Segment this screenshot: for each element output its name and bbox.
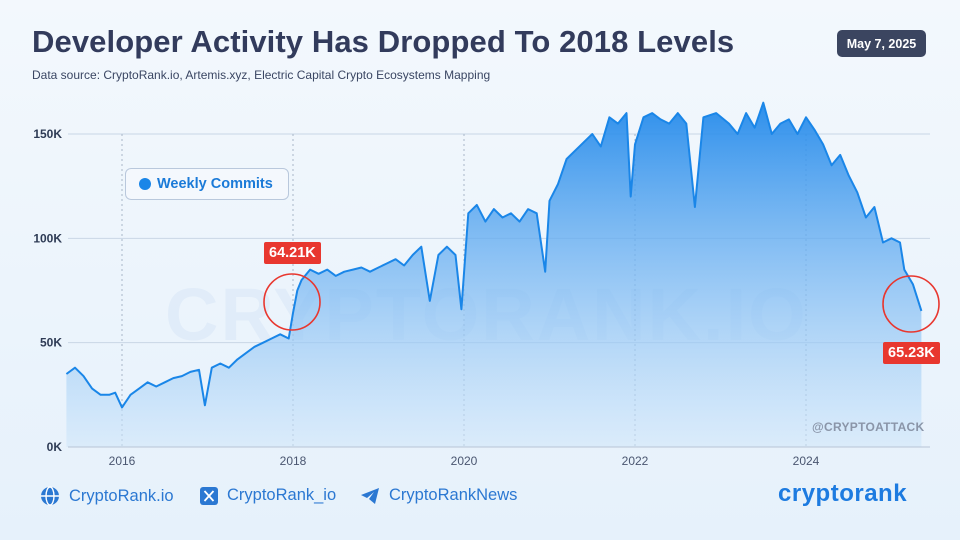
chart-title: Developer Activity Has Dropped To 2018 L… [32, 24, 735, 59]
x-logo-icon [200, 486, 218, 505]
brand-logo: cryptorank [778, 480, 908, 507]
legend-marker [139, 178, 151, 190]
y-tick-label: 150K [33, 127, 62, 141]
highlight-circle-2025 [882, 275, 940, 333]
footer-telegram-label: CryptoRankNews [389, 486, 518, 504]
x-tick-label: 2020 [451, 454, 478, 468]
author-signature: @CRYPTOATTACK [812, 420, 925, 434]
footer-x-label: CryptoRank_io [227, 486, 337, 504]
y-tick-label: 0K [47, 440, 63, 454]
x-tick-label: 2018 [280, 454, 307, 468]
footer-telegram-link[interactable]: CryptoRankNews [360, 486, 517, 505]
x-tick-label: 2022 [622, 454, 649, 468]
area-fill [66, 102, 922, 447]
footer-website-link[interactable]: CryptoRank.io [40, 486, 174, 506]
footer-x-link[interactable]: CryptoRank_io [200, 486, 336, 505]
callout-2018-value: 64.21K [264, 242, 321, 264]
y-tick-label: 50K [40, 336, 62, 350]
date-badge: May 7, 2025 [837, 30, 926, 57]
callout-2025-value: 65.23K [883, 342, 940, 364]
globe-icon [40, 486, 60, 506]
y-tick-label: 100K [33, 231, 62, 245]
x-tick-label: 2016 [109, 454, 136, 468]
legend: Weekly Commits [125, 168, 289, 200]
highlight-circle-2018 [263, 273, 321, 331]
footer-website-label: CryptoRank.io [69, 486, 174, 505]
legend-label: Weekly Commits [157, 176, 273, 192]
x-tick-label: 2024 [793, 454, 820, 468]
telegram-icon [360, 487, 380, 505]
series-line-weekly-commits [65, 101, 923, 409]
data-source-note: Data source: CryptoRank.io, Artemis.xyz,… [32, 68, 491, 82]
